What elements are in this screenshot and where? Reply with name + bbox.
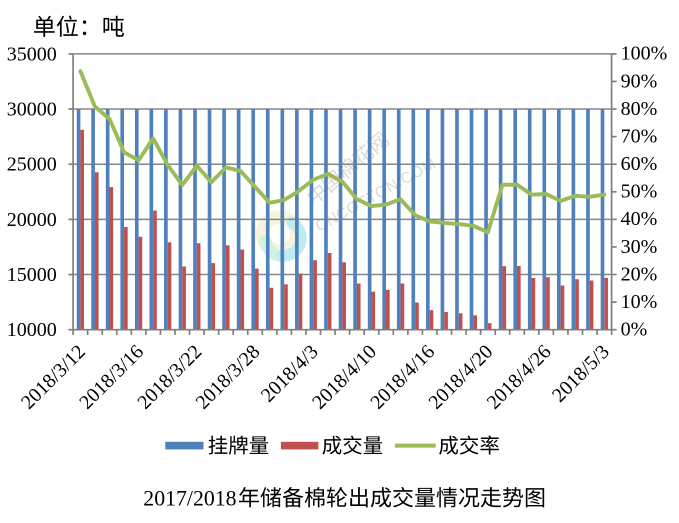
svg-text:0%: 0% [621, 319, 648, 341]
svg-text:50%: 50% [621, 181, 658, 203]
svg-text:35000: 35000 [7, 43, 57, 65]
svg-text:15000: 15000 [7, 264, 57, 286]
svg-text:30000: 30000 [7, 99, 57, 121]
svg-text:100%: 100% [621, 43, 668, 65]
svg-text:80%: 80% [621, 98, 658, 120]
svg-text:25000: 25000 [7, 154, 57, 176]
svg-text:2017/2018: 2017/2018 [143, 487, 236, 511]
svg-text:60%: 60% [621, 153, 658, 175]
svg-text:20%: 20% [621, 263, 658, 285]
svg-text:90%: 90% [621, 70, 658, 92]
svg-text:40%: 40% [621, 208, 658, 230]
svg-text:30%: 30% [621, 236, 658, 258]
svg-text:10%: 10% [621, 291, 658, 313]
svg-text:70%: 70% [621, 125, 658, 147]
svg-text:10000: 10000 [7, 319, 57, 341]
svg-text:20000: 20000 [7, 209, 57, 231]
